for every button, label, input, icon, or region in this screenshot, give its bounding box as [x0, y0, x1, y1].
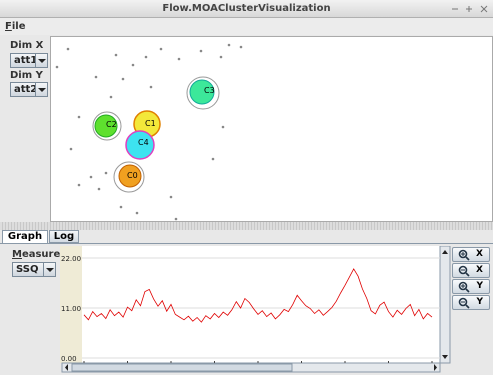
tab-log[interactable]: Log [49, 230, 79, 243]
dim-x-combo[interactable]: att1 [10, 53, 48, 68]
zoom-icons [458, 249, 470, 309]
clusters: C3 C2 C1 C4 C0 [92, 76, 220, 193]
measure-combo[interactable]: SSQ [12, 262, 56, 277]
left-panel: Dim X att1 Dim Y att2 [0, 35, 50, 222]
dim-x-value: att1 [14, 55, 38, 66]
dim-y-value: att2 [14, 84, 38, 95]
measure-label: Measure [12, 249, 61, 260]
y-tick-label: 0.00 [61, 355, 77, 363]
dim-x-label: Dim X [10, 40, 44, 51]
button-label: Y [476, 281, 483, 291]
splitter[interactable] [0, 222, 493, 230]
y-tick-label: 22.00 [61, 255, 81, 263]
cluster-label: C1 [145, 119, 156, 128]
points [55, 43, 243, 221]
title-bar: Flow.MOAClusterVisualization [0, 0, 493, 18]
button-label: Y [476, 297, 483, 307]
cluster-label: C0 [127, 171, 138, 180]
button-label: X [476, 265, 483, 275]
tab-label: Log [53, 231, 75, 242]
window-title: Flow.MOAClusterVisualization [162, 3, 331, 14]
tab-graph[interactable]: Graph [2, 230, 48, 244]
button-label: X [476, 249, 483, 259]
cluster-label: C2 [106, 120, 117, 129]
cluster-label: C3 [204, 86, 215, 95]
menu-bar: File [0, 18, 493, 35]
menu-file[interactable]: File [5, 21, 26, 32]
cluster-label: C4 [138, 138, 149, 147]
window-controls[interactable] [450, 4, 492, 14]
data-line [83, 268, 433, 323]
y-tick-label: 11.00 [61, 305, 81, 313]
dim-y-label: Dim Y [10, 70, 43, 81]
dim-y-combo[interactable]: att2 [10, 82, 48, 97]
cluster-plot: C3 C2 C1 C4 C0 [50, 36, 493, 222]
measure-value: SSQ [16, 264, 39, 275]
tab-label: Graph [7, 231, 43, 242]
measure-graph: 0.00 11.00 22.00 [60, 246, 451, 373]
